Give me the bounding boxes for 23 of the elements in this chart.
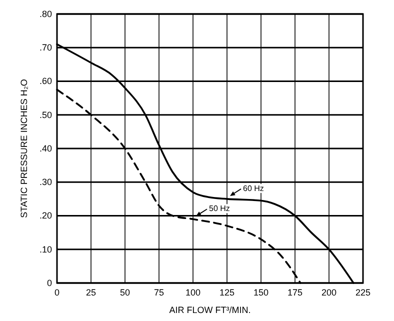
x-tick-label: 0 <box>54 287 60 298</box>
legend-label: 50 Hz <box>209 204 230 214</box>
x-tick-label: 125 <box>219 287 235 298</box>
x-tick-label: 75 <box>154 287 164 298</box>
y-tick-label: .80 <box>39 8 52 19</box>
x-tick-label: 50 <box>120 287 130 298</box>
x-tick-label: 175 <box>287 287 303 298</box>
y-tick-label: 0 <box>46 278 52 288</box>
y-axis-title: STATIC PRESSURE INCHES H₂O <box>19 79 29 218</box>
x-tick-label: 200 <box>321 287 337 298</box>
y-tick-label: .30 <box>39 177 52 188</box>
y-tick-label: .70 <box>39 42 52 53</box>
y-tick-label: .10 <box>39 244 52 254</box>
legend-label: 60 Hz <box>243 184 264 193</box>
x-tick-label: 150 <box>253 287 269 298</box>
x-tick-label: 100 <box>185 287 201 298</box>
y-tick-label: .60 <box>39 76 52 86</box>
y-tick-label: .50 <box>39 110 52 120</box>
x-axis-title: AIR FLOW FT³/MIN. <box>169 305 251 315</box>
x-tick-label: 25 <box>86 287 96 298</box>
y-tick-label: .20 <box>39 210 52 221</box>
x-tick-label: 225 <box>355 287 371 298</box>
y-tick-label: .40 <box>39 143 52 154</box>
